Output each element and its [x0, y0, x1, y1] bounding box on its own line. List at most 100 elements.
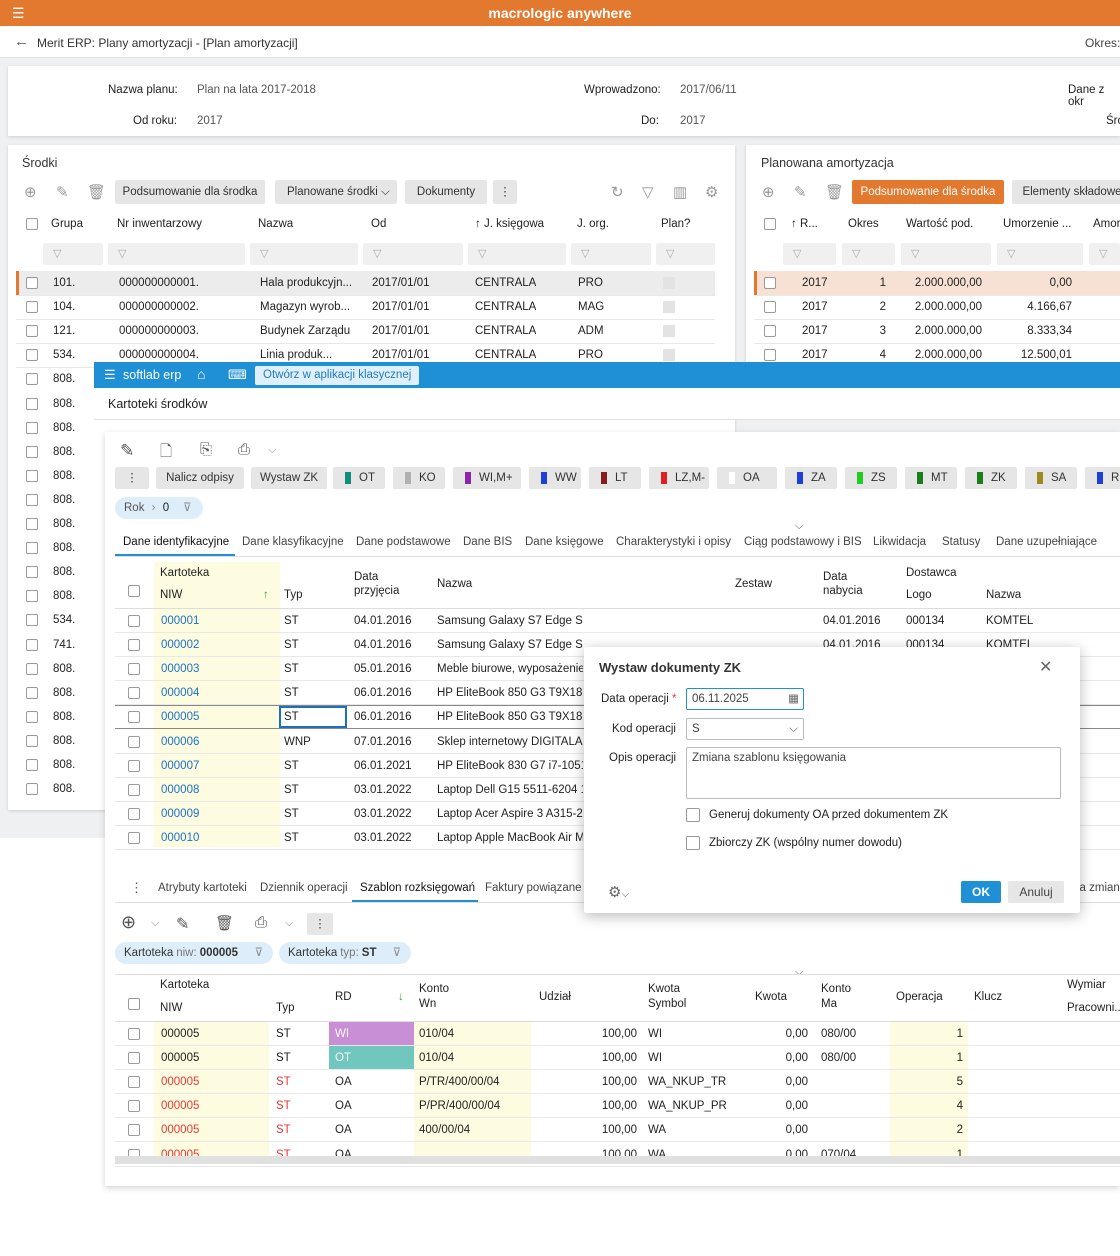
row-checkbox[interactable] [26, 710, 38, 723]
col-typ[interactable]: Typ [284, 589, 303, 601]
filter-chip[interactable]: Kartoteka niw: 000005 ⊽ [115, 942, 273, 964]
tab-4[interactable]: Dane księgowe [525, 536, 604, 548]
chip-ot[interactable]: OT [333, 467, 385, 489]
chip-zk[interactable]: ZK [965, 467, 1017, 489]
chip-oa[interactable]: OA [717, 467, 777, 489]
back-arrow-icon[interactable]: ← [14, 33, 29, 50]
delete-icon[interactable]: 🗑 [215, 915, 235, 932]
tab-6[interactable]: Ciąg podstawowy i BIS [744, 536, 862, 548]
chip-ko[interactable]: KO [393, 467, 445, 489]
generuj-oa-checkbox[interactable] [686, 808, 700, 822]
grid1-cell[interactable]: 000010 [161, 831, 200, 844]
row-checkbox[interactable] [26, 638, 38, 651]
col-wartosc[interactable]: Wartość pod. [906, 218, 974, 230]
tab-1[interactable]: Dane klasyfikacyjne [242, 536, 344, 548]
col-logo[interactable]: Logo [906, 589, 932, 601]
grid1-cell[interactable]: 000007 [161, 759, 200, 772]
grid1-cell[interactable]: 000008 [161, 783, 200, 796]
filter-amor[interactable]: ▽ [1089, 243, 1120, 265]
filter-okres[interactable]: ▽ [842, 243, 895, 265]
grid1-cell[interactable]: 000009 [161, 807, 200, 820]
row-checkbox[interactable] [26, 373, 38, 386]
menu-icon[interactable]: ☰ [104, 367, 116, 382]
home-icon[interactable]: ⌂ [197, 366, 206, 382]
row-checkbox[interactable] [128, 1100, 140, 1113]
row-checkbox[interactable] [26, 518, 38, 530]
select-all-checkbox[interactable] [128, 585, 140, 597]
tab-0[interactable]: Dane identyfikacyjne [123, 536, 230, 548]
row-checkbox[interactable] [26, 349, 38, 362]
add-icon[interactable]: ⊕ [24, 184, 37, 201]
tab-2[interactable]: Dane podstawowe [356, 536, 451, 548]
more-menu-icon[interactable]: ⋮ [115, 467, 149, 489]
row-checkbox[interactable] [26, 445, 38, 458]
select-all-checkbox[interactable] [764, 218, 776, 230]
row-checkbox[interactable] [26, 325, 38, 338]
chip-sa[interactable]: SA [1025, 467, 1077, 489]
chip-wim[interactable]: WI,M+ [453, 467, 521, 489]
calendar-icon[interactable]: ▦ [788, 693, 799, 705]
col-pracownik[interactable]: Pracowni... [1067, 1002, 1120, 1014]
col-niw[interactable]: NIW [160, 1002, 183, 1014]
col-kwota-symbol-1[interactable]: Kwota [648, 983, 680, 995]
tab-5[interactable]: Charakterystyki i opisy [616, 536, 732, 548]
grid1-cell[interactable]: 000005 [161, 711, 200, 724]
delete-icon[interactable]: 🗑 [825, 184, 845, 201]
row-checkbox[interactable] [26, 759, 38, 771]
row-checkbox[interactable] [128, 663, 140, 676]
edit-icon[interactable]: ✎ [794, 184, 807, 201]
horizontal-scrollbar[interactable] [115, 1156, 1120, 1164]
kod-operacji-select[interactable]: S ⌵ [686, 718, 804, 740]
refresh-icon[interactable]: ↻ [611, 184, 624, 201]
filter-jorg[interactable]: ▽ [571, 243, 651, 265]
row-checkbox[interactable] [128, 1124, 140, 1137]
row-checkbox[interactable] [26, 397, 38, 410]
row-checkbox[interactable] [26, 469, 38, 482]
podsumowanie-button[interactable]: Podsumowanie dla środka [115, 180, 265, 204]
filter-nr[interactable]: ▽ [108, 243, 245, 265]
col-j-org[interactable]: J. org. [577, 218, 609, 230]
print-icon[interactable]: ⎙ [255, 914, 268, 931]
lower-tab-3[interactable]: Faktury powiązane z [485, 882, 591, 894]
col-plan[interactable]: Plan? [661, 218, 691, 230]
row-checkbox[interactable] [26, 493, 38, 506]
collapse-chevron-icon[interactable]: ⌵ [795, 520, 804, 532]
chip-r[interactable]: R [1085, 467, 1120, 489]
filter-r[interactable]: ▽ [783, 243, 836, 265]
filter-icon[interactable]: ▽ [642, 184, 654, 201]
col-data-nabycia-1[interactable]: Data [823, 571, 848, 583]
row-checkbox[interactable] [128, 639, 140, 652]
row-checkbox[interactable] [128, 1052, 140, 1065]
more-menu-icon[interactable]: ⋮ [307, 913, 333, 935]
cancel-button[interactable]: Anuluj [1008, 881, 1064, 903]
more-menu-icon[interactable]: ⋮ [130, 880, 143, 895]
chevron-down-icon[interactable]: ⌵ [285, 917, 294, 929]
filter-clear-icon[interactable]: ⊽ [254, 947, 263, 959]
zbiorczy-zk-checkbox[interactable] [686, 836, 700, 850]
row-checkbox[interactable] [128, 1076, 140, 1089]
col-klucz[interactable]: Klucz [974, 991, 1003, 1003]
chevron-down-icon[interactable]: ⌵ [268, 444, 277, 456]
filter-clear-icon[interactable]: ⊽ [392, 947, 401, 959]
row-checkbox[interactable] [26, 277, 38, 289]
edit-icon[interactable]: ✎ [56, 184, 69, 201]
col-nr-inwentarzowy[interactable]: Nr inwentarzowy [117, 218, 202, 230]
row-checkbox[interactable] [26, 662, 38, 675]
planowane-dropdown[interactable]: Planowane środki ⌵ [275, 180, 397, 204]
grid1-cell[interactable]: 000002 [161, 639, 200, 652]
col-typ[interactable]: Typ [276, 1002, 295, 1014]
row-checkbox[interactable] [26, 686, 38, 699]
edit-icon[interactable]: ✎ [120, 441, 135, 460]
filter-wartosc[interactable]: ▽ [901, 243, 991, 265]
open-classic-button[interactable]: Otwórz w aplikacji klasycznej [255, 366, 420, 385]
row-checkbox[interactable] [26, 783, 38, 796]
chip-mt[interactable]: MT [905, 467, 957, 489]
col-grupa[interactable]: Grupa [51, 218, 83, 230]
col-nazwa[interactable]: Nazwa [437, 578, 473, 590]
close-icon[interactable]: ✕ [1039, 659, 1053, 676]
lower-tab-zmian[interactable]: ia zmian [1077, 882, 1120, 894]
col-j-ksiegowa[interactable]: ↑ J. księgowa [475, 218, 545, 230]
od-value[interactable]: 2017 [197, 115, 223, 127]
lower-tab-0[interactable]: Atrybuty kartoteki [158, 882, 247, 894]
chip-lt[interactable]: LT [589, 467, 641, 489]
